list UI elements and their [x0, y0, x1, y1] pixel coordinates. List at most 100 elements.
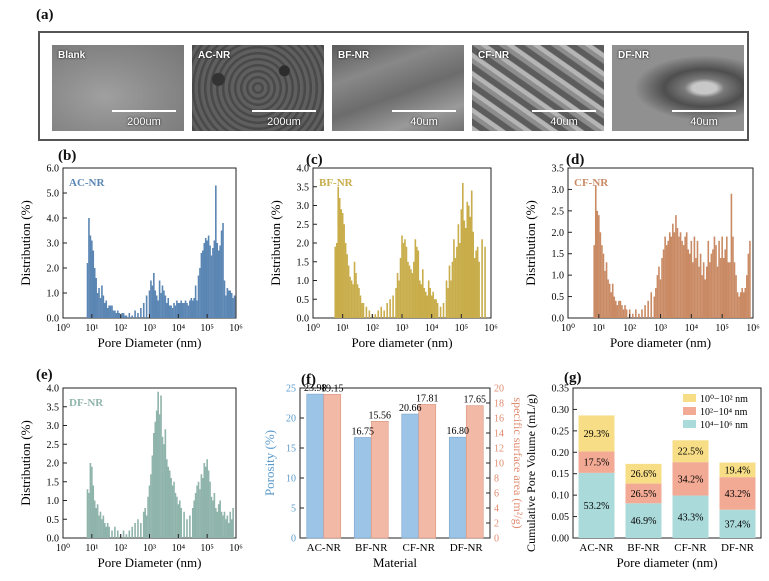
- bar: [407, 261, 409, 318]
- bar: [200, 474, 203, 538]
- bar: [193, 500, 195, 538]
- chart-ac-nr-distribution: 10⁰ 10¹ 10² 10³ 10⁴ 10⁵ 10⁶ 0.0 1.0 2.0 3.0 4.0 5.0 6…: [18, 164, 243, 351]
- bar: [423, 288, 426, 318]
- bar: [99, 298, 102, 318]
- y-tick-label: 0.0: [47, 534, 60, 545]
- bar: [219, 500, 221, 538]
- series-title: AC-NR: [69, 177, 105, 189]
- y-tick-label: 0.5: [552, 292, 565, 303]
- bar: [174, 493, 177, 538]
- y2-tick-label: 20: [494, 384, 504, 395]
- x-tick-label: 10⁶: [746, 323, 760, 334]
- bar: [178, 500, 181, 538]
- bar: [167, 466, 170, 538]
- legend-swatch: [683, 420, 696, 428]
- bar: [647, 300, 649, 318]
- data-label: 15.56: [369, 410, 392, 421]
- data-label: 20.66: [399, 403, 422, 414]
- bar: [147, 496, 149, 538]
- y-tick-label: 2.0: [552, 228, 565, 239]
- bar: [99, 511, 102, 538]
- bar: [725, 236, 728, 318]
- bar: [109, 305, 112, 318]
- bar: [220, 511, 223, 538]
- bar: [102, 295, 105, 318]
- legend-swatch: [683, 407, 696, 415]
- bar: [96, 293, 99, 318]
- y-tick-label: 0.0: [297, 314, 310, 325]
- bar: [690, 240, 693, 318]
- bar: [226, 288, 229, 318]
- bar: [664, 236, 666, 318]
- bar: [111, 305, 113, 318]
- bar: [349, 276, 351, 318]
- bar: [675, 215, 677, 318]
- bar: [447, 288, 449, 318]
- bar: [216, 243, 219, 318]
- y-tick-label: 0.35: [552, 384, 570, 395]
- bar: [356, 284, 359, 318]
- bar: [166, 459, 168, 538]
- x-tick-label: 10⁴: [172, 543, 186, 554]
- bar: [718, 240, 720, 318]
- bar: [197, 481, 200, 538]
- x-axis-label: Pore diameter (nm): [351, 335, 452, 350]
- bar: [618, 300, 620, 318]
- bar: [742, 292, 745, 318]
- bar: [719, 258, 722, 318]
- y-tick-label: 25: [286, 384, 296, 395]
- bar: [619, 300, 622, 318]
- bar: [699, 253, 702, 318]
- y-tick-label: 1.0: [297, 276, 310, 287]
- bar: [747, 253, 750, 318]
- y-tick-label: 3.0: [297, 201, 310, 212]
- bar: [106, 523, 109, 538]
- scale-bar: [532, 110, 596, 112]
- x-tick-label: AC-NR: [307, 542, 342, 554]
- x-tick-label: 10⁴: [172, 323, 186, 334]
- bar: [451, 261, 454, 318]
- scale-text: 40um: [690, 116, 718, 128]
- panel-label-d: (d): [566, 152, 585, 168]
- bar: [715, 245, 717, 318]
- bar: [190, 298, 193, 318]
- bar: [163, 444, 165, 538]
- stacked-segment: [578, 472, 615, 538]
- sem-image-cf-nr: CF-NR 40um: [472, 45, 604, 131]
- x-tick-label: 10⁴: [425, 323, 439, 334]
- bar: [616, 305, 619, 318]
- data-label: 16.75: [352, 427, 375, 438]
- bar: [207, 235, 210, 318]
- bar: [638, 313, 640, 318]
- bar: [158, 280, 161, 318]
- sem-label: AC-NR: [198, 50, 231, 61]
- bar: [171, 308, 174, 318]
- bar: [148, 485, 151, 538]
- bar: [684, 236, 686, 318]
- bar: [233, 295, 236, 318]
- bar: [174, 305, 177, 318]
- bar: [698, 266, 700, 318]
- bar: [624, 305, 626, 318]
- bar: [108, 526, 110, 538]
- bar: [229, 290, 232, 318]
- bar: [602, 253, 605, 318]
- bar: [101, 285, 103, 318]
- bar: [359, 295, 362, 318]
- segment-label: 37.4%: [725, 519, 751, 530]
- bar: [350, 280, 353, 318]
- y-tick-label: 4.0: [47, 384, 60, 395]
- bar: [662, 249, 665, 318]
- x-tick-label: 10²: [366, 323, 379, 334]
- segment-label: 29.3%: [584, 429, 610, 440]
- y-tick-label: 5.0: [47, 189, 60, 200]
- bar: [128, 313, 131, 318]
- panel-label-c: (c): [306, 152, 323, 168]
- y-axis-label-right: specific surface area (m²/g): [511, 397, 525, 528]
- y-tick-label: 1.0: [47, 496, 60, 507]
- bar: [641, 309, 643, 318]
- bar: [154, 421, 157, 538]
- bar: [667, 240, 670, 318]
- x-tick-label: 10⁶: [229, 323, 243, 334]
- y-tick-label: 3.5: [552, 164, 565, 175]
